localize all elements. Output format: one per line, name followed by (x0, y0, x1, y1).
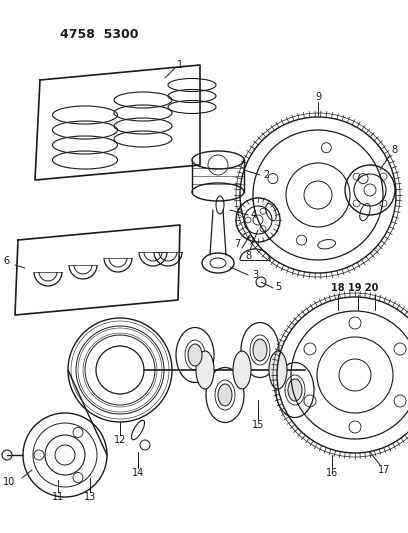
Text: 2: 2 (263, 170, 269, 180)
Text: 15: 15 (252, 420, 264, 430)
Ellipse shape (188, 344, 202, 366)
Text: 13: 13 (84, 492, 96, 502)
Text: 9: 9 (315, 92, 321, 102)
Text: 6: 6 (4, 256, 10, 266)
Text: 14: 14 (132, 468, 144, 478)
Text: 8: 8 (391, 145, 397, 155)
Text: 4: 4 (251, 210, 257, 220)
Text: 17: 17 (378, 465, 390, 475)
Text: 10: 10 (3, 477, 15, 487)
Text: 7: 7 (234, 239, 240, 249)
Ellipse shape (218, 384, 232, 406)
Text: 8: 8 (245, 251, 251, 261)
Ellipse shape (253, 339, 267, 361)
Text: 5: 5 (275, 282, 281, 292)
Ellipse shape (196, 351, 214, 389)
Text: 4758  5300: 4758 5300 (60, 28, 138, 42)
Text: 1: 1 (177, 60, 183, 70)
Ellipse shape (233, 351, 251, 389)
Text: 11: 11 (52, 492, 64, 502)
Text: 16: 16 (326, 468, 338, 478)
Text: 18 19 20: 18 19 20 (331, 283, 379, 293)
Ellipse shape (269, 351, 287, 389)
Text: 3: 3 (252, 270, 258, 280)
Ellipse shape (288, 379, 302, 401)
Text: 12: 12 (114, 435, 126, 445)
